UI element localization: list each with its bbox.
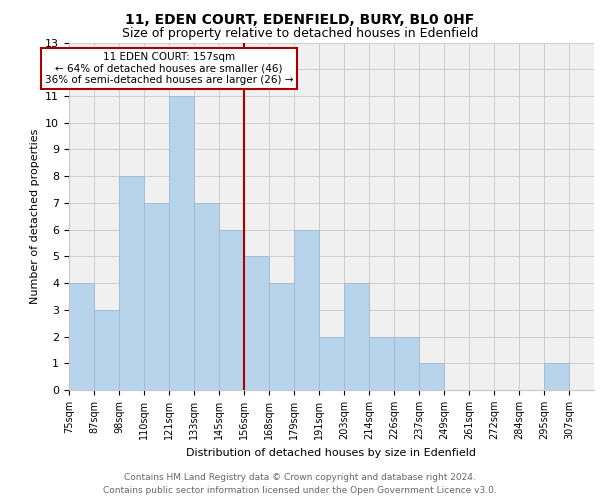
- Y-axis label: Number of detached properties: Number of detached properties: [29, 128, 40, 304]
- Bar: [344, 283, 369, 390]
- Bar: [194, 203, 219, 390]
- Bar: [369, 336, 394, 390]
- Bar: [419, 364, 444, 390]
- Bar: [544, 364, 569, 390]
- Bar: [319, 336, 344, 390]
- Bar: [269, 283, 294, 390]
- Bar: [119, 176, 144, 390]
- Bar: [94, 310, 119, 390]
- Bar: [219, 230, 244, 390]
- Text: 11, EDEN COURT, EDENFIELD, BURY, BL0 0HF: 11, EDEN COURT, EDENFIELD, BURY, BL0 0HF: [125, 12, 475, 26]
- Bar: [244, 256, 269, 390]
- Bar: [294, 230, 319, 390]
- Text: Size of property relative to detached houses in Edenfield: Size of property relative to detached ho…: [122, 28, 478, 40]
- Text: Contains HM Land Registry data © Crown copyright and database right 2024.
Contai: Contains HM Land Registry data © Crown c…: [103, 474, 497, 495]
- Bar: [169, 96, 194, 390]
- Text: 11 EDEN COURT: 157sqm
← 64% of detached houses are smaller (46)
36% of semi-deta: 11 EDEN COURT: 157sqm ← 64% of detached …: [45, 52, 293, 85]
- Bar: [69, 283, 94, 390]
- X-axis label: Distribution of detached houses by size in Edenfield: Distribution of detached houses by size …: [187, 448, 476, 458]
- Bar: [144, 203, 169, 390]
- Bar: [394, 336, 419, 390]
